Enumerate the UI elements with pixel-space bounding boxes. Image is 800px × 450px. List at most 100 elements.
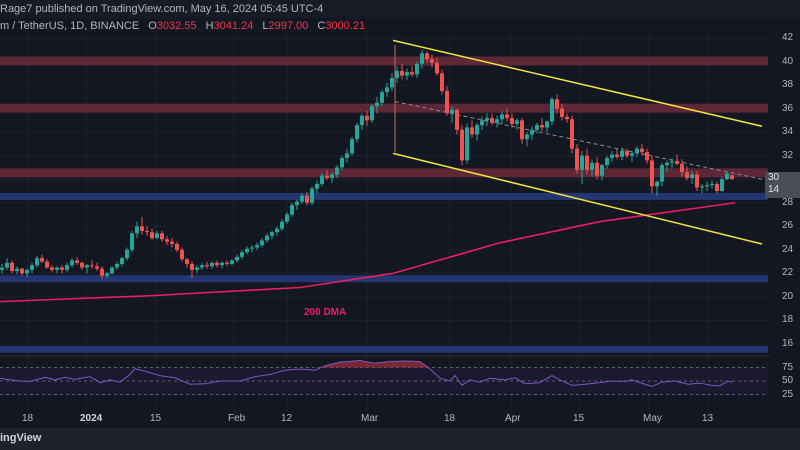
tradingview-logo[interactable]: ingView <box>0 432 42 444</box>
candle-up <box>320 175 324 184</box>
candle-up <box>310 188 314 203</box>
candle-up <box>335 167 339 175</box>
candle-up <box>700 186 704 188</box>
candle-up <box>125 249 129 259</box>
candle-down <box>615 154 619 157</box>
price-tick-label: 36 <box>782 102 794 114</box>
time-tick-label: 2024 <box>80 413 103 424</box>
dma-200-line <box>0 201 736 303</box>
high-label: H <box>205 20 214 32</box>
candle-up <box>630 153 634 156</box>
candle-down <box>215 262 219 266</box>
price-tick-label: 16 <box>782 338 794 349</box>
candle-up <box>660 165 664 182</box>
candle-down <box>490 118 494 123</box>
candle-down <box>445 90 449 114</box>
candle-up <box>280 221 284 229</box>
candle-up <box>345 153 349 159</box>
candle-up <box>495 119 499 123</box>
candle-up <box>545 121 549 128</box>
candle-up <box>450 109 454 114</box>
candle-up <box>135 226 139 234</box>
candle-up <box>350 139 354 154</box>
time-tick-label: 13 <box>702 413 714 424</box>
candle-down <box>10 262 14 272</box>
channel-line-lower <box>392 152 763 245</box>
time-tick-label: Feb <box>228 413 246 424</box>
candle-down <box>400 70 404 76</box>
support-zone <box>0 275 768 283</box>
candle-down <box>595 162 599 176</box>
dma-200-label: 200 DMA <box>304 307 347 318</box>
candle-up <box>515 120 519 124</box>
low-label: L <box>262 20 269 32</box>
candle-up <box>620 150 624 157</box>
candle-down <box>90 265 94 267</box>
candle-up <box>535 125 539 130</box>
candle-down <box>645 152 649 161</box>
candle-up <box>130 233 134 250</box>
candle-up <box>235 256 239 261</box>
candle-down <box>440 73 444 91</box>
candle-down <box>470 127 474 135</box>
candle-down <box>170 241 174 244</box>
candle-up <box>315 183 319 189</box>
candle-up <box>220 262 224 266</box>
footer-bar: ingView <box>0 428 800 450</box>
candle-down <box>40 258 44 262</box>
time-tick-label: Apr <box>505 413 521 424</box>
candle-down <box>145 231 149 233</box>
candle-down <box>430 59 434 63</box>
candle-down <box>410 72 414 75</box>
candle-up <box>210 262 214 267</box>
price-tick-label: 28 <box>782 196 794 208</box>
price-tick-label: 18 <box>782 314 794 326</box>
candle-up <box>30 265 34 270</box>
candle-up <box>200 265 204 268</box>
candle-down <box>305 195 309 203</box>
candle-up <box>355 125 359 140</box>
candle-down <box>50 267 54 270</box>
last-price-badge: 30 14 <box>765 172 800 198</box>
candle-up <box>655 181 659 187</box>
candle-up <box>610 154 614 159</box>
candle-up <box>600 165 604 176</box>
publish-bar: Rage7 published on TradingView.com, May … <box>0 0 800 18</box>
candle-down <box>560 108 564 117</box>
candle-up <box>375 102 379 107</box>
candle-up <box>70 260 74 266</box>
candle-up <box>635 148 639 154</box>
rsi-overbought-fill <box>285 360 440 368</box>
time-tick-label: 18 <box>22 413 34 424</box>
price-tick-label: 42 <box>782 32 794 43</box>
candle-down <box>190 263 194 270</box>
candle-up <box>15 268 19 272</box>
symbol-legend: m / TetherUS, 1D, BINANCE O3032.55 H3041… <box>0 18 800 34</box>
candle-up <box>300 195 304 202</box>
candle-down <box>140 226 144 232</box>
candle-down <box>325 175 329 179</box>
price-chart[interactable] <box>0 0 800 412</box>
candle-down <box>575 148 579 170</box>
candle-down <box>565 116 569 120</box>
rsi-tick-label: 25 <box>782 388 794 400</box>
time-axis[interactable]: 18 2024 15 Feb 12 Mar 18 Apr 15 May 13 <box>0 412 800 428</box>
candle-down <box>640 148 644 153</box>
candle-up <box>405 72 409 76</box>
published-text: Rage7 published on TradingView.com, May … <box>0 3 324 15</box>
candle-down <box>185 259 189 264</box>
candle-up <box>35 258 39 266</box>
candle-up <box>360 115 364 126</box>
candle-down <box>45 261 49 268</box>
candle-down <box>505 114 509 119</box>
candle-up <box>420 53 424 64</box>
candle-up <box>285 214 289 222</box>
symbol-name[interactable]: m / TetherUS, 1D, BINANCE <box>0 20 140 32</box>
time-tick-label: Mar <box>361 413 379 424</box>
candle-up <box>395 70 399 79</box>
candle-down <box>520 120 524 140</box>
resistance-zone <box>0 103 768 113</box>
candle-up <box>690 174 694 179</box>
price-tick-label: 40 <box>782 55 794 67</box>
candle-up <box>265 235 269 241</box>
